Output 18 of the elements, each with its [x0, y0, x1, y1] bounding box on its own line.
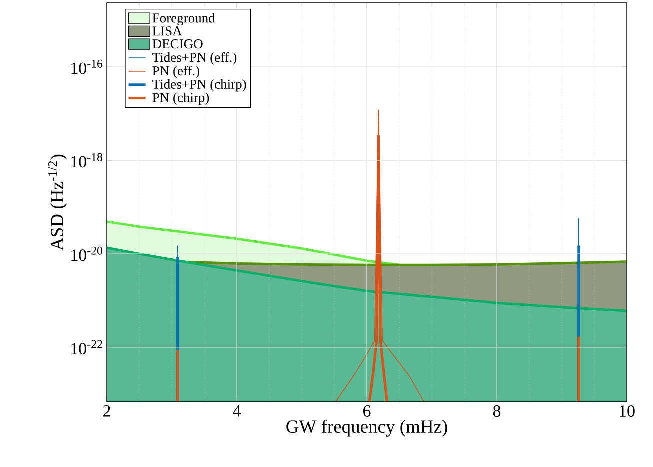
x-tick-label: 8 — [493, 406, 501, 418]
x-tick-label: 6 — [363, 406, 371, 417]
legend-label: PN (chirp) — [152, 92, 210, 106]
y-axis-title: ASD (Hz$^{-1/2}$) — [48, 154, 68, 251]
y-tick-label: 10$^{-16}$ — [72, 60, 103, 74]
y-tick-label: 10$^{-20}$ — [72, 246, 103, 262]
legend-label: DECIGO — [152, 40, 203, 49]
legend-label: Tides+PN (eff.) — [152, 52, 237, 65]
x-tick-label: 2 — [104, 406, 110, 417]
y-tick-label: 10$^{-22}$ — [72, 340, 102, 355]
legend-label: Tides+PN (chirp) — [152, 79, 246, 92]
x-axis-title: GW frequency (mHz) — [286, 420, 448, 437]
x-tick-label: 4 — [233, 406, 241, 417]
legend-label: LISA — [152, 26, 182, 36]
y-tick-label: 10$^{-18}$ — [72, 153, 103, 168]
legend-label: PN (eff.) — [152, 66, 200, 78]
legend-label: Foreground — [152, 13, 216, 26]
x-tick-label: 10 — [620, 406, 635, 418]
